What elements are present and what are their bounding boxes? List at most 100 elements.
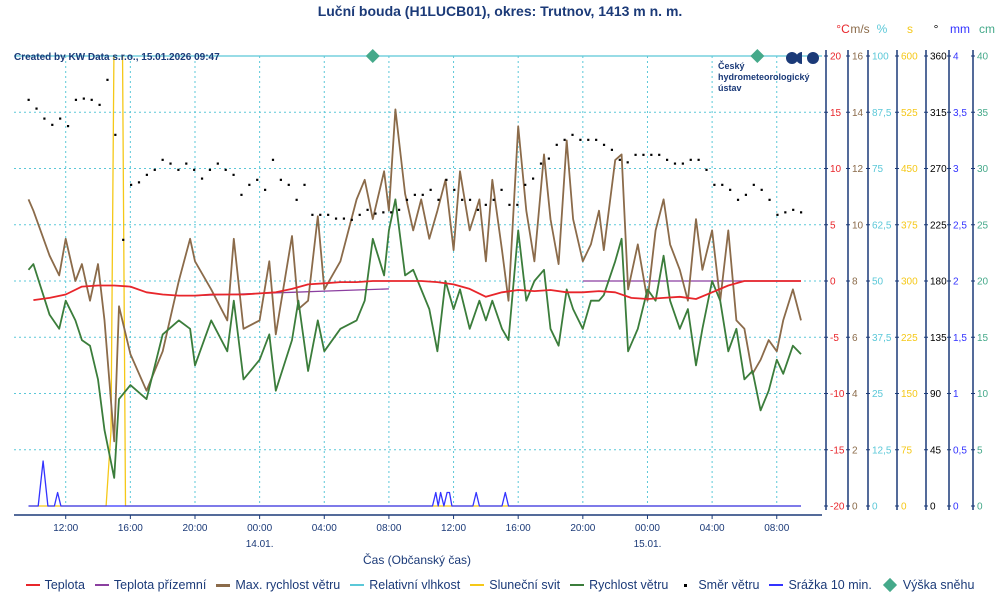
x-axis-title: Čas (Občanský čas) [363, 552, 471, 567]
wind-direction-point [350, 218, 353, 221]
y-tick-label: 6 [852, 333, 858, 344]
wind-direction-point [130, 183, 133, 186]
y-tick-label: 5 [977, 445, 983, 456]
y-tick-label: 12 [852, 164, 864, 175]
y-tick-label: 0 [930, 502, 936, 513]
y-tick-label: 100 [872, 52, 889, 63]
wind-direction-point [74, 98, 78, 101]
wind-direction-point [634, 153, 637, 156]
wind-direction-point [445, 178, 448, 181]
legend-swatch [769, 584, 784, 586]
y-tick-label: 20 [977, 277, 989, 288]
legend-item-teplota[interactable]: Teplota [25, 578, 85, 592]
legend-item-teplota-prizemni[interactable]: Teplota přízemní [94, 578, 206, 592]
wind-direction-point [405, 198, 409, 201]
y-tick-label: 62,5 [872, 220, 892, 231]
wind-direction-point [114, 133, 117, 136]
legend-swatch [25, 584, 40, 586]
y-axis-unit-dir: ° [934, 22, 939, 36]
wind-direction-point [792, 208, 795, 211]
y-tick-label: 3,5 [953, 108, 967, 119]
logo-line-2: hydrometeorologický [718, 72, 810, 82]
y-tick-label: 4 [953, 52, 959, 63]
series-line-teplota [33, 280, 801, 301]
series-line-rychlost-vetru [27, 198, 802, 479]
snow-height-marker [365, 49, 380, 63]
wind-direction-point [736, 198, 740, 201]
wind-direction-point [681, 162, 684, 165]
wind-direction-point [232, 173, 235, 176]
x-tick-label: 00:00 [247, 523, 272, 534]
legend-item-wind-direction[interactable]: Směr větru [678, 578, 759, 592]
wind-direction-point [185, 162, 188, 165]
wind-direction-point [169, 162, 172, 165]
x-tick-label: 16:00 [118, 523, 143, 534]
wind-direction-point [271, 158, 275, 161]
y-tick-label: 14 [852, 108, 864, 119]
wind-direction-point [153, 168, 156, 171]
series-line-slunecni-svit [28, 55, 801, 507]
wind-direction-point [587, 138, 590, 141]
wind-direction-point [484, 203, 487, 206]
x-date-label: 15.01. [634, 539, 662, 550]
y-tick-label: 10 [830, 164, 842, 175]
wind-direction-point [760, 188, 763, 191]
wind-direction-point [145, 173, 148, 176]
wind-direction-point [106, 78, 109, 81]
wind-direction-point [752, 183, 755, 186]
legend-item-max-wind[interactable]: Max. rychlost větru [216, 578, 340, 592]
wind-direction-point [342, 217, 346, 220]
legend-item-wind-speed[interactable]: Rychlost větru [570, 578, 668, 592]
legend-label: Rychlost větru [589, 578, 669, 592]
legend-item-sunshine[interactable]: Sluneční svit [470, 578, 560, 592]
wind-direction-point [327, 213, 330, 216]
legend-swatch [570, 584, 585, 586]
y-tick-label: 180 [930, 277, 947, 288]
x-date-label: 14.01. [246, 539, 274, 550]
wind-direction-point [650, 153, 653, 156]
y-axis-unit-sun: s [907, 22, 913, 36]
legend-swatch [216, 583, 231, 587]
y-tick-label: 315 [930, 108, 947, 119]
y-tick-label: 5 [830, 220, 836, 231]
wind-direction-point [468, 198, 472, 201]
y-tick-label: 375 [901, 220, 918, 231]
wind-direction-point [453, 188, 456, 191]
wind-direction-point [390, 211, 393, 214]
y-tick-label: 3 [953, 164, 959, 175]
y-tick-label: 25 [872, 389, 884, 400]
wind-direction-point [579, 138, 582, 141]
wind-direction-point [161, 158, 164, 161]
wind-direction-point [571, 133, 574, 136]
legend-item-precipitation[interactable]: Srážka 10 min. [769, 578, 872, 592]
wind-direction-point [429, 188, 432, 191]
y-tick-label: 75 [872, 164, 884, 175]
wind-direction-point [177, 168, 180, 171]
y-axis-unit-temp: °C [836, 22, 850, 36]
wind-direction-point [248, 183, 251, 186]
wind-direction-point [303, 183, 306, 186]
x-tick-label: 04:00 [700, 523, 725, 534]
y-tick-label: 450 [901, 164, 918, 175]
legend-item-humidity[interactable]: Relativní vlhkost [350, 578, 460, 592]
y-tick-label: 50 [872, 277, 884, 288]
wind-direction-point [122, 238, 125, 241]
wind-direction-point [595, 138, 598, 141]
legend-label: Relativní vlhkost [369, 578, 461, 592]
y-tick-label: 1 [953, 389, 959, 400]
legend-label: Sluneční svit [489, 578, 561, 592]
wind-direction-point [366, 208, 369, 211]
wind-direction-point [398, 208, 401, 211]
legend-dot-icon [684, 583, 688, 587]
credit-text: Created by KW Data s.r.o., 15.01.2026 09… [14, 52, 220, 63]
wind-direction-point [476, 208, 480, 211]
y-tick-label: -15 [830, 445, 845, 456]
wind-direction-point [673, 162, 677, 165]
wind-direction-point [531, 177, 535, 180]
y-tick-label: 20 [830, 52, 842, 63]
wind-direction-point [658, 153, 661, 156]
y-tick-label: 225 [901, 333, 918, 344]
y-tick-label: 16 [852, 52, 864, 63]
wind-direction-point [539, 162, 543, 165]
legend-item-snow[interactable]: Výška sněhu [882, 577, 974, 593]
